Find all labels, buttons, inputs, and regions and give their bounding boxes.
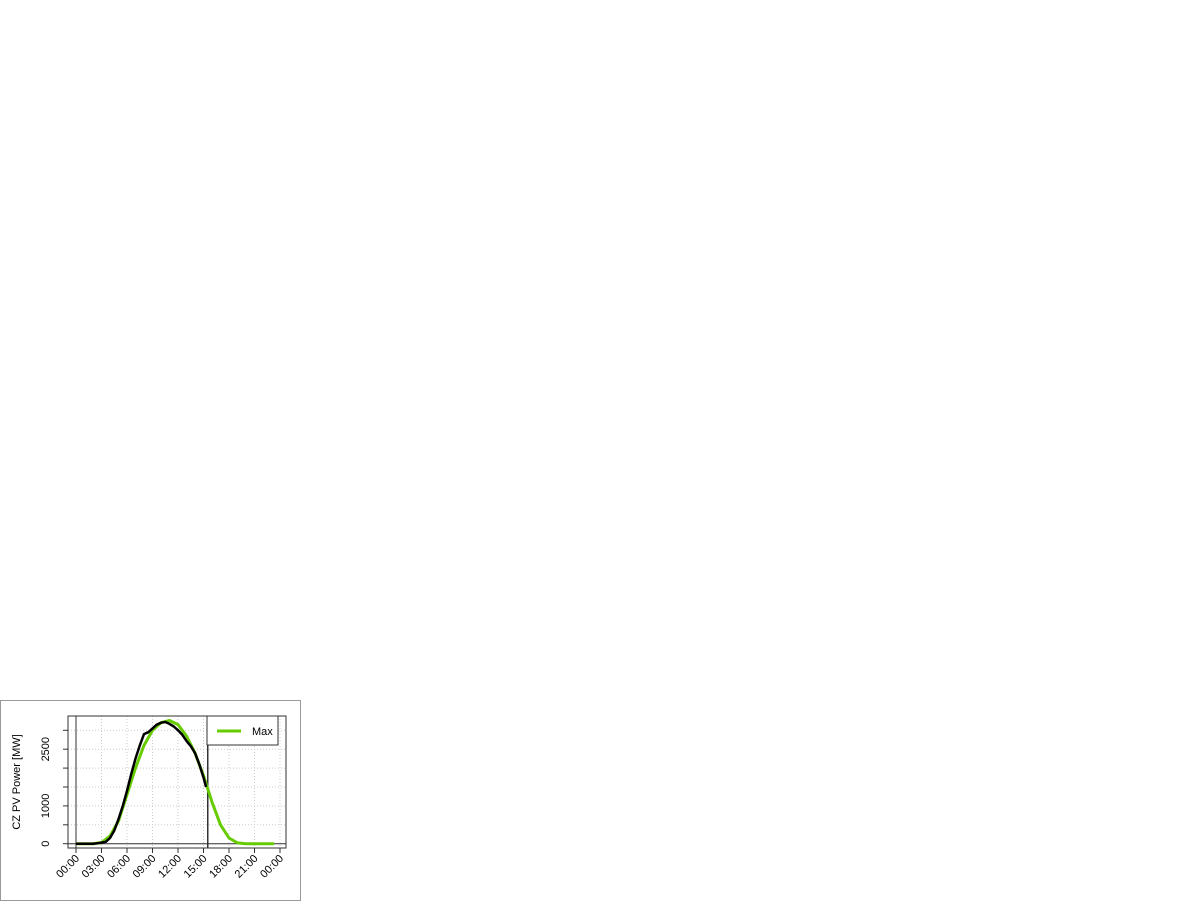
x-tick-label: 09:00 (131, 853, 159, 881)
y-tick-label: 0 (40, 841, 52, 847)
x-tick-label: 12:00 (156, 853, 184, 881)
x-tick-label: 18:00 (207, 853, 235, 881)
y-tick-label: 1000 (40, 794, 52, 818)
y-axis-label: CZ PV Power [MW] (11, 734, 23, 829)
x-tick-label: 06:00 (105, 853, 133, 881)
x-tick-label: 00:00 (54, 853, 82, 881)
series-line-max (76, 719, 275, 846)
y-tick-label: 2500 (40, 737, 52, 761)
plot-frame (67, 715, 287, 849)
x-tick-label: 00:00 (258, 853, 286, 881)
series-line-actual (76, 720, 208, 845)
line-chart: 00:0003:0006:0009:0012:0015:0018:0021:00… (11, 715, 287, 881)
x-tick-label: 03:00 (80, 853, 108, 881)
legend: Max (206, 715, 279, 746)
legend-label-max: Max (252, 726, 273, 738)
chart-figure: 00:00 03:00 06:00 09:00 12:00 15:00 18:00 21:00… (0, 700, 301, 901)
x-tick-label: 21:00 (233, 853, 261, 881)
x-tick-label: 15:00 (182, 853, 210, 881)
